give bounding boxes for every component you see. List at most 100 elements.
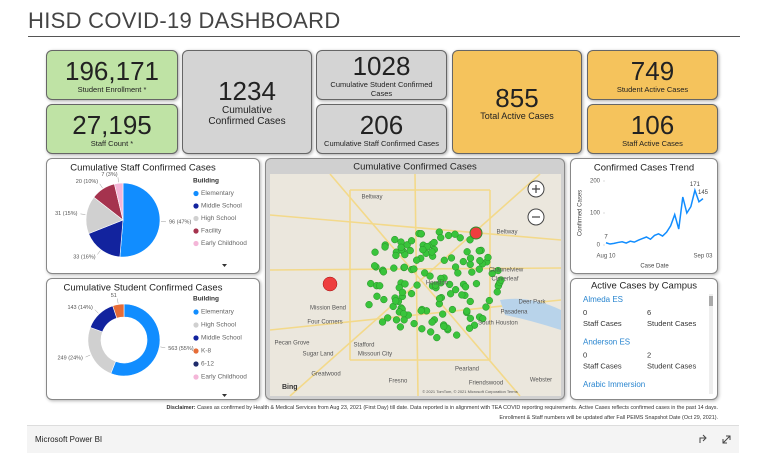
map-dot[interactable] (417, 307, 425, 315)
map-dot[interactable] (493, 288, 501, 296)
map-dot[interactable] (465, 324, 474, 332)
map-dot[interactable] (453, 331, 461, 339)
map-dot[interactable] (400, 263, 409, 271)
map-dot[interactable] (381, 243, 389, 251)
map-dot[interactable] (440, 256, 448, 264)
map-dot[interactable] (433, 333, 441, 342)
map-dot[interactable] (398, 288, 407, 297)
legend-label: High School (201, 215, 237, 222)
map-dot[interactable] (413, 281, 421, 289)
map-dot[interactable] (458, 291, 466, 299)
map-dot[interactable] (445, 280, 454, 289)
map-dot[interactable] (399, 309, 408, 318)
map-dot[interactable] (371, 248, 379, 256)
map-dot[interactable] (456, 234, 464, 242)
map-dot[interactable] (376, 282, 384, 290)
map-dot[interactable] (378, 318, 387, 326)
map-dot[interactable] (459, 257, 467, 266)
legend-more[interactable] (222, 264, 227, 267)
map-dot[interactable] (410, 265, 418, 273)
map-dot[interactable] (373, 292, 381, 300)
map-dot[interactable] (494, 266, 502, 275)
legend-label: High School (201, 322, 237, 329)
map-dot[interactable] (476, 257, 484, 265)
map-dot[interactable] (390, 264, 398, 272)
map-dot[interactable] (401, 280, 409, 288)
share-icon[interactable] (699, 434, 707, 443)
scroll-thumb[interactable] (709, 296, 713, 306)
legend-marker (193, 361, 199, 367)
map-dot[interactable] (407, 237, 416, 245)
map-dot[interactable] (440, 322, 448, 331)
map-dot[interactable] (485, 296, 494, 305)
map-dot[interactable] (466, 314, 475, 323)
fullscreen-icon[interactable] (722, 435, 731, 444)
map-dot[interactable] (435, 294, 444, 303)
map-dot[interactable] (472, 279, 481, 288)
map-dot[interactable] (426, 272, 434, 280)
map-dot[interactable] (463, 307, 471, 315)
map-dot[interactable] (454, 269, 462, 277)
map-dot[interactable] (322, 276, 338, 292)
map-dot[interactable] (419, 246, 427, 254)
legend-more[interactable] (222, 394, 227, 397)
map-dot[interactable] (430, 238, 438, 247)
map-dot[interactable] (392, 251, 400, 260)
map-dot[interactable] (488, 269, 496, 278)
map-dot[interactable] (466, 254, 475, 262)
map-dot[interactable] (428, 248, 436, 256)
map-dot[interactable] (396, 323, 405, 331)
map-dot[interactable] (417, 230, 425, 238)
map-dot[interactable] (428, 318, 436, 326)
map-dot[interactable] (431, 281, 440, 289)
map-dot[interactable] (484, 253, 492, 262)
map-dot[interactable] (392, 297, 400, 305)
map-dot[interactable] (479, 315, 487, 323)
map-dot[interactable] (466, 260, 474, 269)
map-dot[interactable] (397, 243, 405, 251)
map-dot[interactable] (370, 262, 379, 270)
map-dot[interactable] (437, 233, 445, 242)
staff-label: Staff Cases (583, 361, 622, 370)
map-dot[interactable] (391, 235, 399, 244)
map-dot[interactable] (421, 269, 429, 277)
trend-panel (570, 158, 718, 274)
map-dot[interactable] (469, 226, 483, 240)
map-dot[interactable] (406, 246, 414, 255)
map-dot[interactable] (427, 328, 435, 336)
map-dot[interactable] (379, 268, 388, 276)
map-dot[interactable] (475, 247, 483, 255)
kpi-card: 106 Staff Active Cases (587, 104, 718, 154)
map-dot[interactable] (380, 295, 388, 304)
map-dot[interactable] (466, 297, 474, 306)
map-dot[interactable] (497, 276, 505, 284)
map-dot[interactable] (407, 289, 416, 298)
map-dot[interactable] (365, 301, 373, 309)
map-dot[interactable] (475, 265, 483, 273)
map-dot[interactable] (461, 283, 470, 291)
map-dot[interactable] (447, 254, 456, 262)
map-dot[interactable] (418, 325, 426, 333)
map-dot[interactable] (444, 231, 453, 240)
map-dot[interactable] (468, 268, 476, 276)
map-dot[interactable] (482, 303, 490, 311)
leader-line (99, 183, 103, 189)
map-dot[interactable] (451, 230, 459, 238)
map-dot[interactable] (446, 290, 455, 298)
zoom-icon (532, 185, 540, 193)
disclaimer-text: Enrollment & Staff numbers will be updat… (499, 415, 718, 421)
map-dot[interactable] (410, 319, 418, 328)
map-dot[interactable] (413, 256, 421, 264)
map-dot[interactable] (466, 236, 474, 244)
scrollbar[interactable] (709, 294, 713, 394)
map-dot[interactable] (452, 286, 460, 294)
leader-line (80, 213, 86, 215)
map-dot[interactable] (392, 316, 401, 324)
legend-title: Building (193, 296, 219, 303)
brand[interactable]: Microsoft Power BI (35, 435, 103, 444)
map-place: Cloverleaf (491, 277, 518, 283)
map-dot[interactable] (439, 310, 447, 318)
map-dot[interactable] (384, 314, 392, 322)
map-dot[interactable] (448, 305, 457, 314)
map-dot[interactable] (463, 248, 471, 256)
